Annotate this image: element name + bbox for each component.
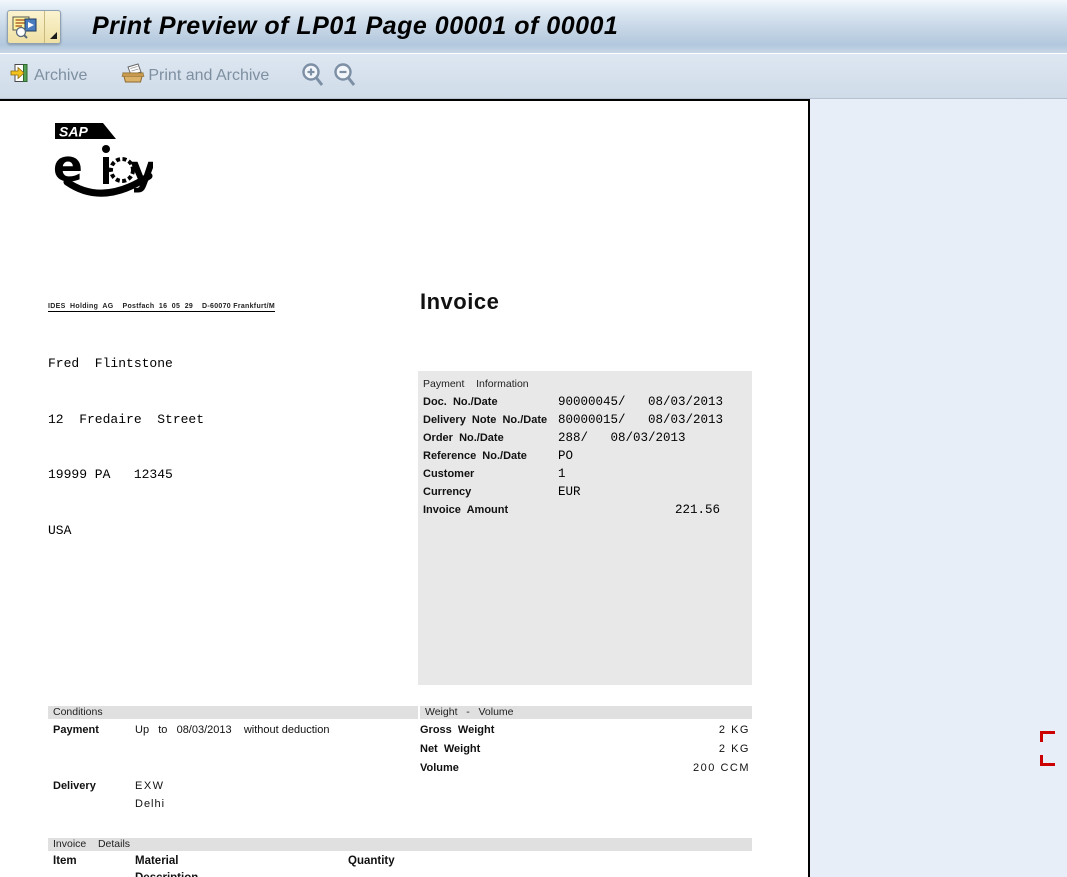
conditions-section-header: Conditions <box>48 706 418 719</box>
sender-line: IDES Holding AG Postfach 16 05 29 D-6007… <box>48 303 276 312</box>
red-corner-mark-top-icon <box>1040 731 1055 742</box>
payment-row-value: EUR <box>558 485 581 499</box>
payment-row-value: 90000045/ 08/03/2013 <box>558 395 724 409</box>
column-header-material: Material <box>135 855 179 867</box>
payment-row-label: Currency <box>423 486 472 498</box>
recipient-address: Fred Flintstone 12 Fredaire Street 19999… <box>48 318 204 577</box>
window-title: Print Preview of LP01 Page 00001 of 0000… <box>92 12 619 40</box>
menu-dropdown-button[interactable] <box>45 11 60 43</box>
payment-row-label: Doc. No./Date <box>423 396 498 408</box>
payment-info-header: Payment Information <box>423 378 529 390</box>
payment-row-value: 288/ 08/03/2013 <box>558 431 686 445</box>
payment-row-value: 1 <box>558 467 566 481</box>
payment-row-value: PO <box>558 449 574 463</box>
payment-row-value: 80000015/ 08/03/2013 <box>558 413 724 427</box>
weight-volume-section-header: Weight - Volume <box>420 706 752 719</box>
payment-terms-label: Payment <box>53 724 99 736</box>
zoom-out-button[interactable] <box>331 61 359 91</box>
archive-button[interactable]: Archive <box>4 60 93 92</box>
magnifier-minus-icon <box>333 62 357 91</box>
column-header-quantity: Quantity <box>348 855 395 867</box>
column-header-item: Item <box>53 855 77 867</box>
zoom-in-button[interactable] <box>299 61 327 91</box>
net-weight-label: Net Weight <box>420 743 481 755</box>
system-menu-button[interactable] <box>7 10 61 44</box>
print-archive-icon <box>121 62 145 90</box>
address-line: 19999 PA 12345 <box>48 467 173 482</box>
sap-ejoy-logo: SAP e y <box>53 121 156 206</box>
invoice-amount-value: 221.56 <box>674 503 720 517</box>
print-preview-icon <box>8 11 45 43</box>
payment-information-box: Payment Information Doc. No./Date 900000… <box>418 371 752 685</box>
clipped-description-label: Description <box>135 872 198 877</box>
net-weight-value: 2 KG <box>718 743 750 755</box>
red-corner-mark-bottom-icon <box>1040 755 1055 766</box>
payment-row-label: Reference No./Date <box>423 450 527 462</box>
preview-workspace: SAP e y IDES Holding AG Postfach 16 05 2… <box>0 99 1067 877</box>
address-line: USA <box>48 522 72 538</box>
print-and-archive-button[interactable]: Print and Archive <box>115 60 275 92</box>
payment-row-label: Invoice Amount <box>423 504 509 516</box>
volume-label: Volume <box>420 762 459 774</box>
payment-row-label: Delivery Note No./Date <box>423 414 548 426</box>
title-bar: Print Preview of LP01 Page 00001 of 0000… <box>0 0 1067 54</box>
magnifier-plus-icon <box>301 62 325 91</box>
dropdown-triangle-icon <box>50 32 57 39</box>
volume-value: 200 CCM <box>693 762 750 774</box>
address-line: Fred Flintstone <box>48 356 173 371</box>
document-page: SAP e y IDES Holding AG Postfach 16 05 2… <box>0 99 810 877</box>
delivery-incoterm-value: EXW <box>135 780 165 792</box>
payment-row-label: Customer <box>423 468 475 480</box>
invoice-details-section-header: Invoice Details <box>48 838 752 851</box>
archive-label: Archive <box>34 67 88 84</box>
print-and-archive-label: Print and Archive <box>148 67 270 84</box>
delivery-terms-label: Delivery <box>53 780 96 792</box>
payment-terms-value: Up to 08/03/2013 without deduction <box>135 724 330 736</box>
gross-weight-label: Gross Weight <box>420 724 495 736</box>
payment-row-label: Order No./Date <box>423 432 504 444</box>
invoice-heading: Invoice <box>420 289 500 314</box>
address-line: 12 Fredaire Street <box>48 411 205 427</box>
svg-text:SAP: SAP <box>59 124 88 140</box>
toolbar: Archive Print and Archive <box>0 54 1067 99</box>
archive-icon <box>10 63 31 89</box>
gross-weight-value: 2 KG <box>718 724 750 736</box>
delivery-place-value: Delhi <box>135 798 166 810</box>
